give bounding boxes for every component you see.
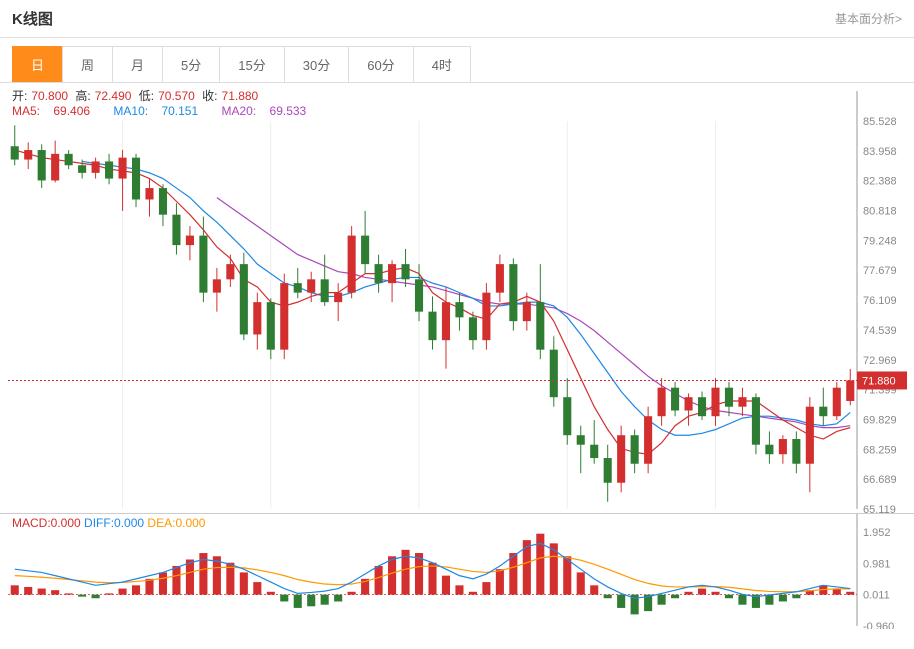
macd-chart-container: MACD:0.000 DIFF:0.000 DEA:0.000 1.952 0.9…	[0, 513, 914, 629]
svg-text:82.388: 82.388	[863, 176, 897, 188]
chart-title: K线图	[12, 8, 53, 29]
close-value: 71.880	[222, 89, 259, 103]
low-value: 70.570	[158, 89, 195, 103]
tab-60分[interactable]: 60分	[348, 46, 413, 82]
open-label: 开:	[12, 89, 27, 103]
svg-text:0.011: 0.011	[863, 590, 890, 602]
header: K线图 基本面分析>	[0, 0, 914, 38]
svg-text:83.958: 83.958	[863, 146, 897, 158]
timeframe-tabs: 日周月5分15分30分60分4时	[0, 46, 914, 83]
svg-text:71.880: 71.880	[862, 375, 896, 387]
svg-text:66.689: 66.689	[863, 474, 897, 486]
svg-text:65.119: 65.119	[863, 504, 896, 513]
svg-text:76.109: 76.109	[863, 295, 897, 307]
open-value: 70.800	[31, 89, 68, 103]
close-label: 收:	[202, 89, 217, 103]
ma10-label: MA10: 70.151	[113, 104, 208, 118]
ma5-label: MA5: 69.406	[12, 104, 100, 118]
candlestick-chart[interactable]: 85.528 83.958 82.388 80.818 79.248 77.679 76.1…	[0, 83, 914, 513]
svg-text:68.259: 68.259	[863, 444, 897, 456]
tab-4时[interactable]: 4时	[413, 46, 471, 82]
svg-text:-0.960: -0.960	[863, 621, 894, 629]
macd-chart[interactable]: 1.952 0.981 0.011 -0.960	[0, 514, 914, 629]
tab-5分[interactable]: 5分	[162, 46, 220, 82]
macd-label: MACD:0.000	[12, 516, 81, 530]
high-value: 72.490	[95, 89, 132, 103]
diff-label: DIFF:0.000	[84, 516, 144, 530]
tab-日[interactable]: 日	[12, 46, 63, 82]
dea-label: DEA:0.000	[147, 516, 205, 530]
macd-info-bar: MACD:0.000 DIFF:0.000 DEA:0.000	[12, 516, 205, 530]
ohlc-info-bar: 开: 70.800 高: 72.490 低: 70.570 收: 71.880 MA5:…	[12, 87, 326, 118]
svg-text:79.248: 79.248	[863, 235, 897, 247]
low-label: 低:	[139, 89, 154, 103]
tab-周[interactable]: 周	[62, 46, 113, 82]
fundamental-analysis-link[interactable]: 基本面分析>	[835, 10, 902, 27]
svg-text:69.829: 69.829	[863, 414, 897, 426]
svg-text:80.818: 80.818	[863, 206, 897, 218]
tab-15分[interactable]: 15分	[219, 46, 284, 82]
svg-text:72.969: 72.969	[863, 355, 897, 367]
svg-text:85.528: 85.528	[863, 116, 897, 128]
tab-月[interactable]: 月	[112, 46, 163, 82]
svg-text:1.952: 1.952	[863, 527, 891, 539]
svg-text:0.981: 0.981	[863, 558, 891, 570]
main-chart-container: 开: 70.800 高: 72.490 低: 70.570 收: 71.880 MA5:…	[0, 83, 914, 513]
svg-text:77.679: 77.679	[863, 265, 897, 277]
svg-text:74.539: 74.539	[863, 325, 897, 337]
ma20-label: MA20: 69.533	[221, 104, 316, 118]
high-label: 高:	[75, 89, 90, 103]
tab-30分[interactable]: 30分	[284, 46, 349, 82]
